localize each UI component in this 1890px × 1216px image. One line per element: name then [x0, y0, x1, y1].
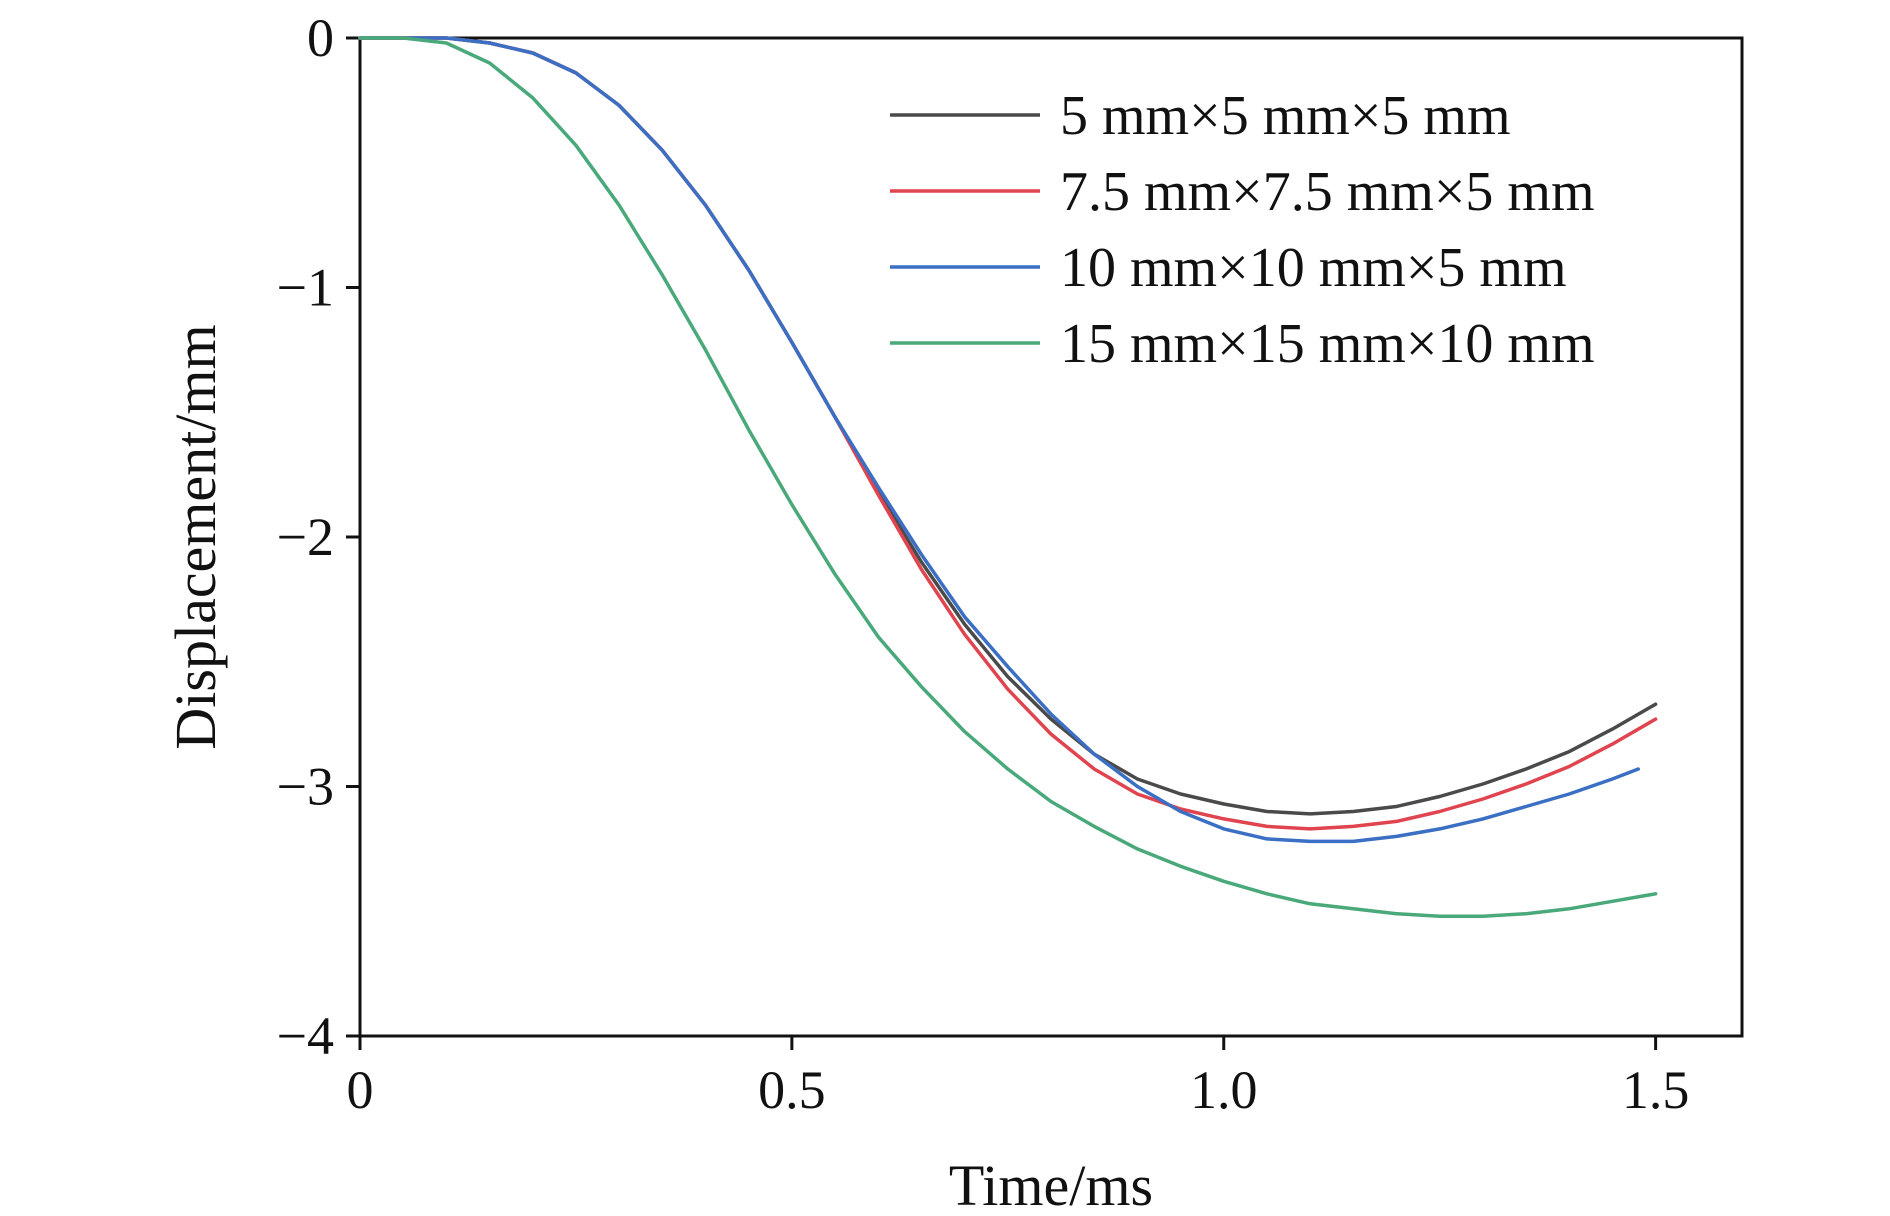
series-layer: [358, 36, 1658, 918]
series-line-3: [358, 36, 1641, 844]
legend-label-3: 10 mm×10 mm×5 mm: [1060, 237, 1567, 299]
y-tick-label: −3: [277, 757, 334, 817]
x-tick-label: 0: [347, 1060, 374, 1120]
y-tick-label: −1: [277, 258, 334, 318]
legend-label-1: 5 mm×5 mm×5 mm: [1060, 85, 1511, 147]
x-tick-label: 0.5: [758, 1060, 826, 1120]
series-line-1: [358, 36, 1658, 816]
y-tick-label: −4: [277, 1006, 334, 1066]
series-line-2: [358, 36, 1658, 831]
legend: 5 mm×5 mm×5 mm 7.5 mm×7.5 mm×5 mm 10 mm×10…: [890, 85, 1595, 375]
y-tick-label: −2: [277, 507, 334, 567]
legend-label-4: 15 mm×15 mm×10 mm: [1060, 313, 1595, 375]
legend-label-2: 7.5 mm×7.5 mm×5 mm: [1060, 161, 1595, 223]
y-axis-title: Displacement/mm: [163, 324, 228, 749]
x-tick-label: 1.0: [1190, 1060, 1258, 1120]
y-axis-ticks: 0 −1 −2 −3 −4: [277, 8, 360, 1066]
x-axis-ticks: 0 0.5 1.0 1.5: [347, 1036, 1690, 1120]
x-axis-title: Time/ms: [949, 1153, 1153, 1216]
series-line-4: [358, 36, 1658, 918]
y-tick-label: 0: [307, 8, 334, 68]
x-tick-label: 1.5: [1622, 1060, 1690, 1120]
